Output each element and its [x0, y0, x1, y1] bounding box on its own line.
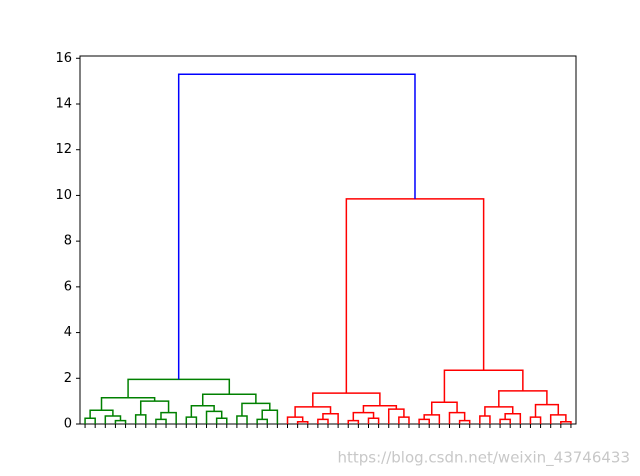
y-tick-label: 8 [64, 234, 72, 249]
dendrogram-link [241, 402, 271, 416]
dendrogram-link [177, 73, 416, 380]
dendrogram-link [499, 418, 511, 424]
dendrogram-link [84, 417, 96, 424]
dendrogram-link [294, 406, 332, 418]
dendrogram-link [139, 400, 170, 415]
y-tick-label: 12 [55, 142, 72, 157]
dendrogram-link [352, 411, 375, 421]
dendrogram-link [205, 410, 223, 424]
dendrogram-link [236, 415, 248, 424]
y-tick-label: 16 [55, 51, 72, 66]
dendrogram-link [312, 392, 381, 407]
y-tick-label: 6 [64, 279, 72, 294]
dendrogram-link [448, 411, 466, 424]
dendrogram-link [317, 418, 329, 424]
plot-frame [79, 55, 577, 425]
dendrogram-link [185, 416, 198, 424]
dendrogram-link [134, 414, 147, 424]
dendrogram-link [479, 415, 491, 424]
dendrogram-link [431, 401, 458, 415]
watermark: https://blog.csdn.net/weixin_43746433 [337, 449, 630, 468]
dendrogram-link [484, 406, 514, 416]
dendrogram-link [458, 419, 471, 424]
dendrogram-link [367, 417, 380, 424]
dendrogram-link [443, 369, 524, 403]
dendrogram-link [100, 396, 156, 411]
y-tick-label: 0 [64, 417, 72, 432]
dendrogram-link [418, 418, 430, 424]
dendrogram-link [256, 418, 269, 424]
dendrogram-link [201, 393, 257, 406]
dendrogram-link [529, 416, 542, 424]
dendrogram-link [347, 419, 360, 424]
y-tick-label: 4 [64, 325, 72, 340]
dendrogram-link [127, 378, 231, 398]
dendrogram-link [345, 198, 485, 394]
dendrogram-link [286, 416, 304, 424]
dendrogram-link [387, 408, 405, 424]
dendrogram-link [114, 419, 127, 424]
dendrogram-link [155, 418, 167, 424]
dendrogram-link [160, 411, 177, 424]
dendrogram-link [261, 409, 279, 424]
y-tick-label: 2 [64, 371, 72, 386]
dendrogram-link [398, 416, 410, 424]
dendrogram-link [89, 409, 114, 419]
dendrogram-link [549, 414, 567, 424]
y-tick-label: 10 [55, 188, 72, 203]
dendrogram-link [215, 417, 228, 424]
y-tick-label: 14 [55, 97, 72, 112]
